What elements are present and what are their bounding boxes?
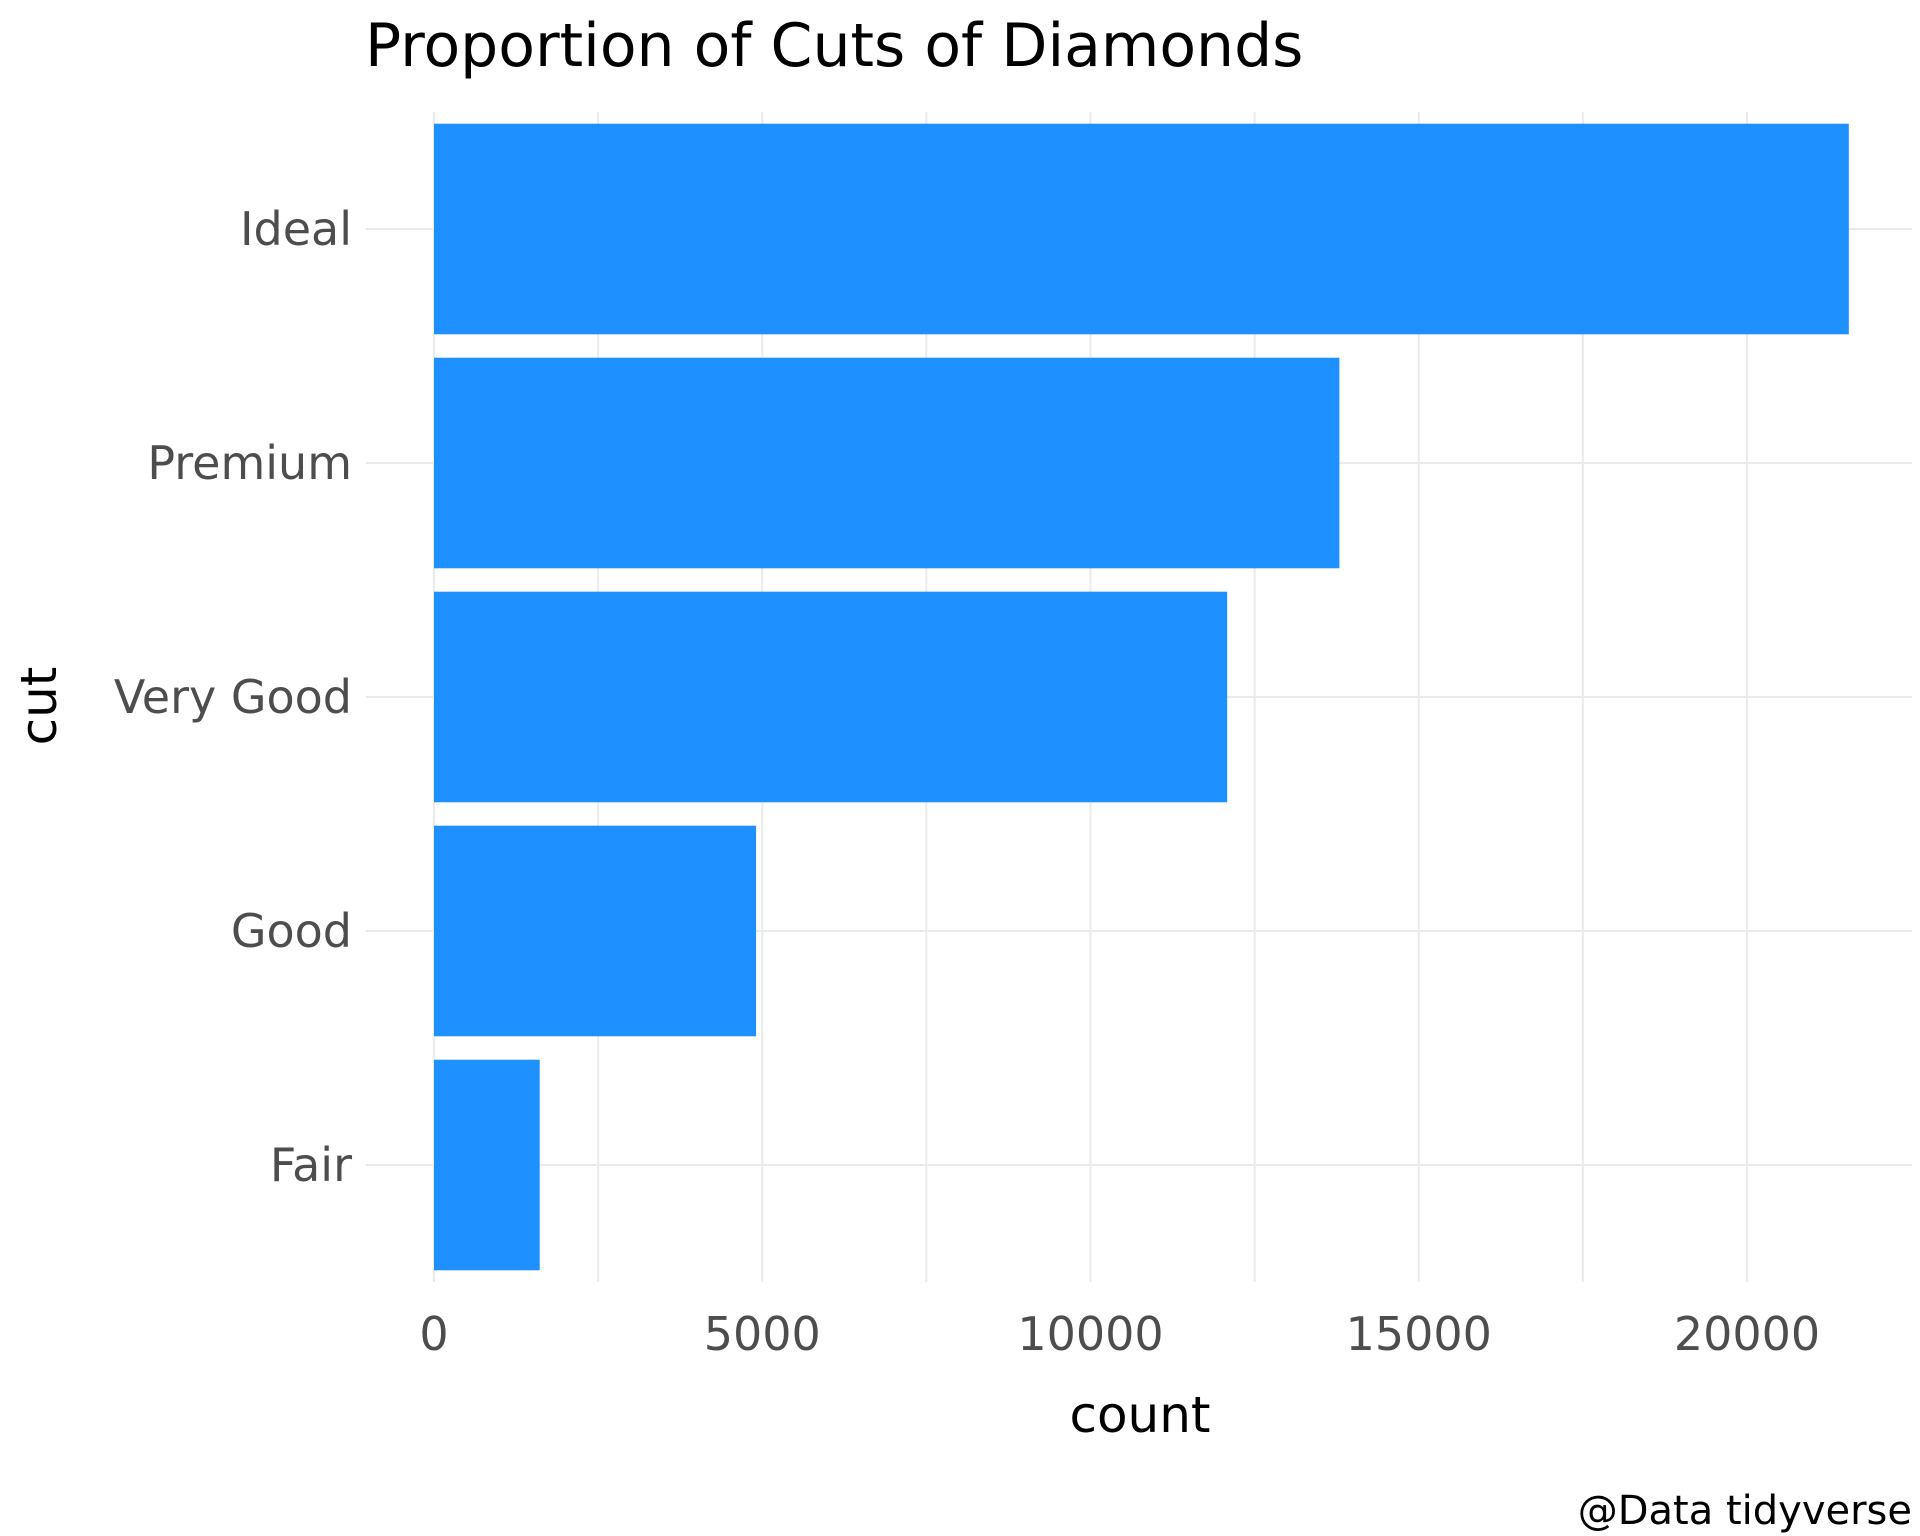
x-tick-labels: 0 5000 10000 15000 20000 (419, 1307, 1820, 1361)
bars (434, 123, 1849, 1271)
x-tick-label: 20000 (1674, 1307, 1820, 1361)
y-tick-label: Good (231, 904, 352, 958)
x-tick-label: 0 (419, 1307, 448, 1361)
x-tick-label: 5000 (704, 1307, 821, 1361)
y-tick-labels: Ideal Premium Very Good Good Fair (114, 202, 352, 1192)
x-tick-label: 10000 (1017, 1307, 1163, 1361)
bar (434, 591, 1228, 803)
y-tick-label: Ideal (240, 202, 352, 256)
y-axis-title: cut (10, 667, 68, 746)
bar (434, 123, 1849, 335)
x-tick-label: 15000 (1346, 1307, 1492, 1361)
y-tick-label: Very Good (114, 670, 352, 724)
y-tick-label: Premium (147, 436, 352, 490)
bar (434, 1059, 540, 1271)
x-axis-title: count (1069, 1386, 1210, 1444)
chart-title: Proportion of Cuts of Diamonds (365, 11, 1303, 81)
chart-caption: @Data tidyverse (1578, 1488, 1912, 1534)
bar (434, 357, 1340, 569)
bar (434, 825, 757, 1037)
y-tick-label: Fair (270, 1138, 352, 1192)
